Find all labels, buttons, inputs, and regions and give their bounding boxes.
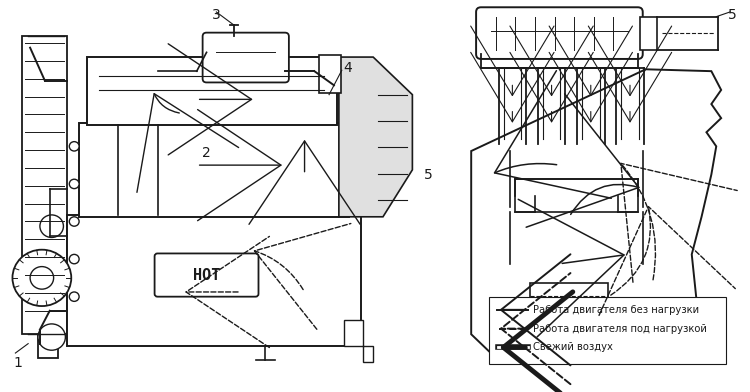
- Bar: [87, 57, 337, 125]
- Circle shape: [69, 254, 79, 264]
- FancyBboxPatch shape: [202, 33, 289, 82]
- Circle shape: [69, 142, 79, 151]
- Bar: [320, 55, 340, 93]
- Polygon shape: [471, 69, 722, 358]
- Text: Работа двигателя под нагрузкой: Работа двигателя под нагрузкой: [533, 324, 706, 334]
- Text: 4: 4: [344, 61, 352, 75]
- Bar: [640, 17, 658, 49]
- Polygon shape: [344, 320, 374, 363]
- Text: 1: 1: [14, 356, 22, 370]
- Text: Свежий воздух: Свежий воздух: [533, 342, 613, 352]
- Circle shape: [38, 324, 65, 350]
- Text: 2: 2: [202, 146, 211, 160]
- Bar: [79, 123, 349, 217]
- Circle shape: [69, 217, 79, 226]
- Text: 3: 3: [212, 8, 220, 22]
- Text: 5: 5: [424, 167, 433, 181]
- Bar: [489, 297, 726, 364]
- Circle shape: [40, 215, 64, 238]
- Circle shape: [69, 292, 79, 301]
- FancyBboxPatch shape: [476, 7, 643, 59]
- Text: 5: 5: [728, 8, 736, 22]
- Polygon shape: [339, 57, 412, 217]
- Circle shape: [30, 267, 54, 289]
- FancyBboxPatch shape: [154, 254, 259, 297]
- Circle shape: [69, 179, 79, 189]
- Bar: [530, 283, 608, 309]
- Text: НОТ: НОТ: [193, 268, 220, 283]
- Polygon shape: [22, 36, 68, 358]
- Bar: [515, 179, 638, 212]
- Circle shape: [13, 250, 71, 306]
- Bar: [68, 215, 362, 347]
- Text: Работа двигателя без нагрузки: Работа двигателя без нагрузки: [533, 305, 699, 315]
